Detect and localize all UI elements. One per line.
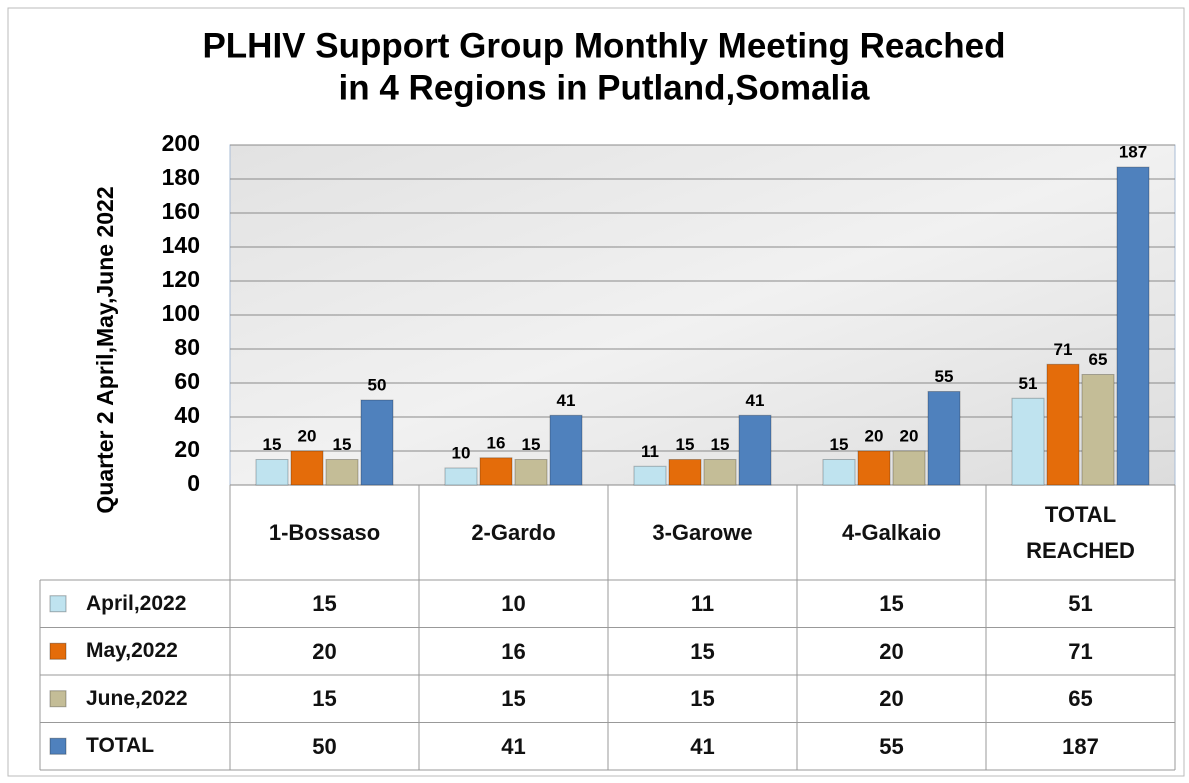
y-tick-label: 200 bbox=[162, 130, 200, 156]
y-tick-label: 100 bbox=[162, 300, 200, 326]
data-label: 50 bbox=[368, 375, 387, 394]
bar bbox=[1081, 374, 1115, 486]
data-label: 15 bbox=[676, 435, 695, 454]
y-tick-label: 140 bbox=[162, 232, 200, 258]
data-label: 187 bbox=[1119, 143, 1147, 162]
data-label: 15 bbox=[830, 435, 849, 454]
table-value: 15 bbox=[690, 686, 715, 712]
bar bbox=[325, 459, 359, 486]
data-label: 15 bbox=[263, 435, 282, 454]
y-tick-label: 40 bbox=[174, 402, 200, 428]
table-value: 71 bbox=[1068, 638, 1093, 664]
y-tick-label: 0 bbox=[187, 470, 200, 496]
y-tick-label: 120 bbox=[162, 266, 200, 292]
data-label: 51 bbox=[1019, 374, 1038, 393]
legend-label: June,2022 bbox=[86, 686, 188, 710]
table-value: 15 bbox=[879, 591, 904, 617]
y-tick-label: 160 bbox=[162, 198, 200, 224]
bar bbox=[892, 450, 926, 486]
x-tick-label: 4-Galkaio bbox=[841, 519, 942, 545]
x-tick-label: 1-Bossaso bbox=[268, 519, 381, 545]
table-value: 15 bbox=[690, 638, 715, 664]
table-value: 16 bbox=[501, 638, 526, 664]
bar bbox=[703, 459, 737, 486]
y-tick-label: 60 bbox=[174, 368, 200, 394]
y-tick-label: 20 bbox=[174, 436, 200, 462]
chart-title: PLHIV Support Group Monthly Meeting Reac… bbox=[202, 26, 1005, 65]
y-tick-label: 180 bbox=[162, 164, 200, 190]
table-value: 20 bbox=[879, 638, 904, 664]
data-label: 20 bbox=[865, 426, 884, 445]
table-value: 65 bbox=[1068, 686, 1093, 712]
data-label: 20 bbox=[900, 426, 919, 445]
table-value: 10 bbox=[501, 591, 526, 617]
data-label: 15 bbox=[711, 435, 730, 454]
table-value: 41 bbox=[690, 733, 715, 759]
chart-title: in 4 Regions in Putland,Somalia bbox=[339, 68, 870, 107]
table-value: 187 bbox=[1062, 733, 1099, 759]
bar bbox=[255, 459, 289, 486]
table-value: 55 bbox=[879, 733, 904, 759]
bar bbox=[857, 450, 891, 486]
table-value: 15 bbox=[312, 686, 337, 712]
table-value: 20 bbox=[312, 638, 337, 664]
legend-label: April,2022 bbox=[86, 591, 187, 615]
x-tick-label: 3-Garowe bbox=[652, 519, 753, 545]
data-label: 41 bbox=[746, 391, 765, 410]
bar bbox=[479, 457, 513, 486]
table-value: 11 bbox=[690, 591, 715, 617]
table-value: 50 bbox=[312, 733, 337, 759]
table-value: 51 bbox=[1068, 591, 1093, 617]
data-label: 41 bbox=[557, 391, 576, 410]
legend-label: May,2022 bbox=[86, 639, 178, 663]
legend-marker bbox=[49, 595, 67, 613]
legend-marker bbox=[49, 642, 67, 660]
bar bbox=[1011, 397, 1045, 486]
bar bbox=[927, 391, 961, 486]
data-label: 10 bbox=[452, 443, 471, 462]
bar bbox=[1116, 166, 1150, 486]
bar bbox=[738, 414, 772, 486]
bar bbox=[360, 399, 394, 486]
table-value: 20 bbox=[879, 686, 904, 712]
data-label: 15 bbox=[522, 435, 541, 454]
table-value: 15 bbox=[501, 686, 526, 712]
legend-marker bbox=[49, 737, 67, 755]
legend-label: TOTAL bbox=[86, 734, 155, 758]
data-label: 15 bbox=[333, 435, 352, 454]
x-tick-label: 2-Gardo bbox=[471, 519, 556, 545]
bar bbox=[1046, 363, 1080, 486]
data-label: 20 bbox=[298, 426, 317, 445]
y-tick-label: 80 bbox=[174, 334, 200, 360]
data-label: 71 bbox=[1054, 340, 1073, 359]
bar bbox=[633, 465, 667, 486]
legend-marker bbox=[49, 690, 67, 708]
table-value: 15 bbox=[312, 591, 337, 617]
bar bbox=[822, 459, 856, 486]
x-tick-label: TOTAL REACHED bbox=[1026, 502, 1135, 563]
data-label: 65 bbox=[1089, 350, 1108, 369]
table-value: 41 bbox=[501, 733, 526, 759]
data-label: 55 bbox=[935, 367, 954, 386]
data-label: 11 bbox=[641, 442, 659, 461]
bar bbox=[444, 467, 478, 486]
bar bbox=[549, 414, 583, 486]
bar bbox=[514, 459, 548, 486]
bar bbox=[290, 450, 324, 486]
frame bbox=[7, 7, 1185, 777]
y-axis-label: Quarter 2 April,May,June 2022 bbox=[92, 186, 118, 513]
data-label: 16 bbox=[487, 433, 506, 452]
bar bbox=[668, 459, 702, 486]
